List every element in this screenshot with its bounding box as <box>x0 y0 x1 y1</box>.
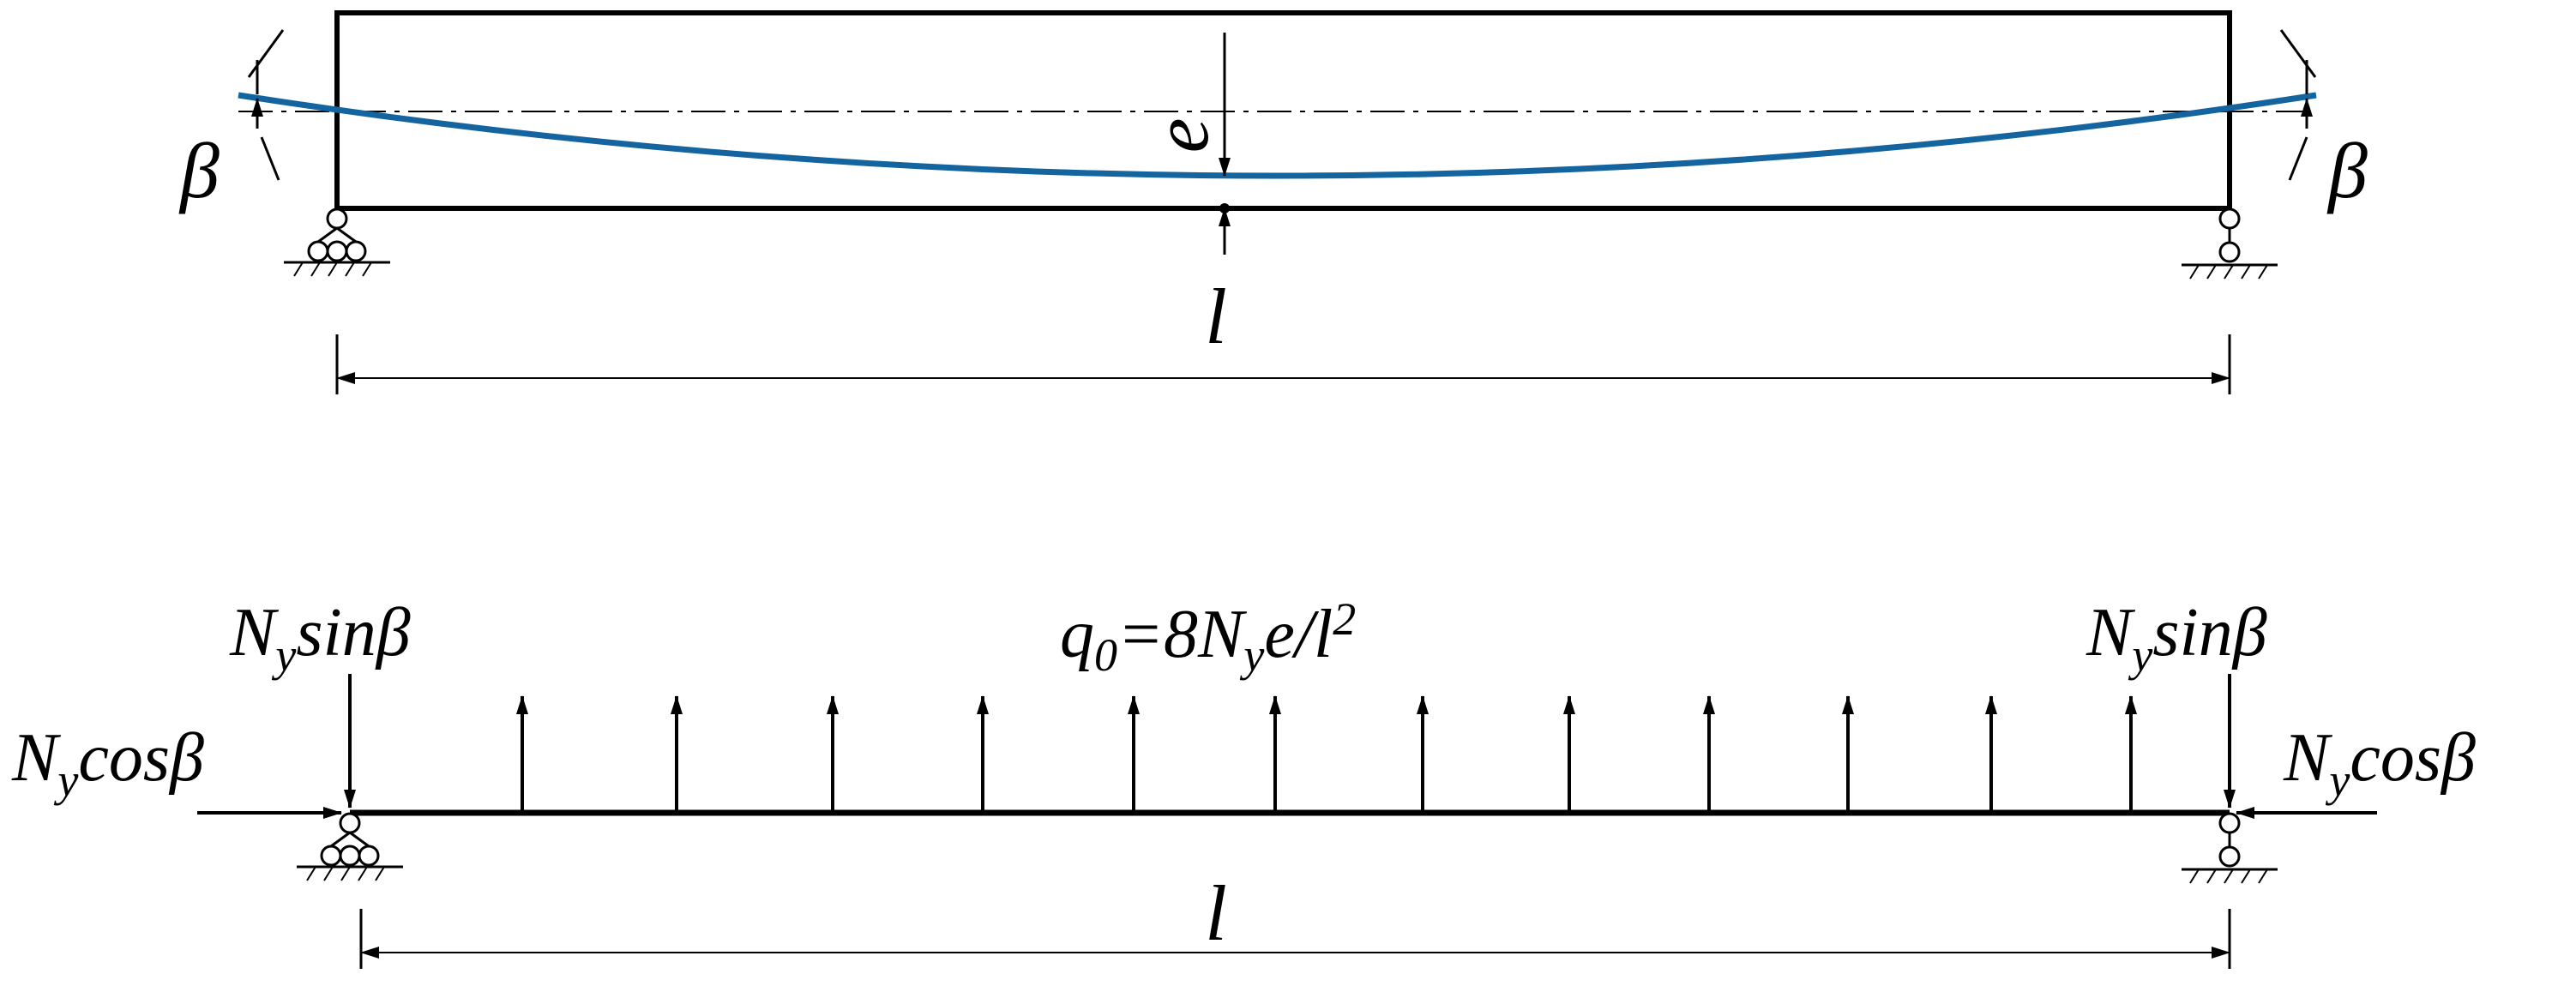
subscript: y <box>1239 629 1264 681</box>
subscript: y <box>271 629 296 681</box>
symbol: q <box>1060 597 1094 672</box>
subscript: y <box>2128 629 2152 681</box>
pin-support <box>282 207 392 278</box>
distributed-load <box>516 695 2137 810</box>
deflected-axis <box>238 92 2317 179</box>
text: cosβ <box>78 720 204 796</box>
span-label: l <box>1205 273 1227 360</box>
force-label: Nysinβ <box>229 595 411 681</box>
superscript: 2 <box>1333 593 1356 645</box>
subscript: y <box>53 755 78 806</box>
eccentricity-label: e <box>1137 118 1225 153</box>
symbol: N <box>2283 720 2333 796</box>
force-label: Nysinβ <box>2085 595 2267 681</box>
pin-support <box>295 812 405 882</box>
angle-mark <box>2279 29 2317 181</box>
text: cosβ <box>2350 720 2476 796</box>
text: sinβ <box>2152 595 2266 670</box>
roller-support <box>2180 207 2279 280</box>
angle-mark <box>247 29 285 181</box>
subscript: y <box>2325 755 2350 806</box>
load-label: q0=8Nye/l2 <box>1060 593 1356 681</box>
angle-label: β <box>178 127 220 214</box>
text: sinβ <box>296 595 410 670</box>
symbol: N <box>2085 595 2136 670</box>
text: =8N <box>1117 597 1248 672</box>
text: e/l <box>1264 597 1333 672</box>
symbol: N <box>229 595 280 670</box>
span-label: l <box>1205 869 1227 957</box>
force-label: Nycosβ <box>11 720 204 806</box>
angle-label: β <box>2326 127 2368 214</box>
roller-support <box>2180 812 2279 885</box>
force-label: Nycosβ <box>2283 720 2476 806</box>
symbol: N <box>11 720 62 796</box>
subscript: 0 <box>1094 629 1117 681</box>
